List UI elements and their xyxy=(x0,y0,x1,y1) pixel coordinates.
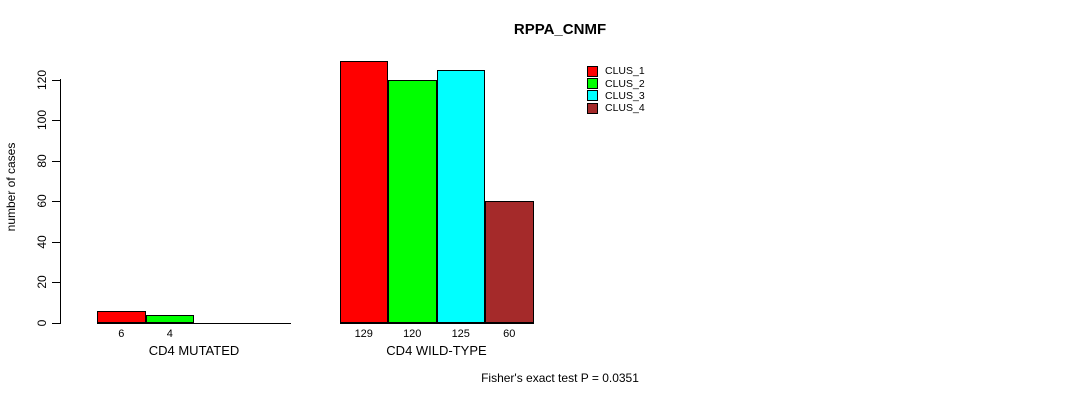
chart-title: RPPA_CNMF xyxy=(513,21,607,38)
bar-value-label: 4 xyxy=(166,328,173,340)
y-tick-label: 120 xyxy=(35,69,49,90)
bar-value-label: 120 xyxy=(403,328,422,340)
group-baseline xyxy=(339,323,534,324)
y-tick-label: 40 xyxy=(35,235,49,249)
caption: Fisher's exact test P = 0.0351 xyxy=(481,371,639,385)
bar-CLUS_4-cd4-wild-type xyxy=(485,201,534,323)
legend-label: CLUS_3 xyxy=(605,89,645,102)
legend-item-clus_1: CLUS_1 xyxy=(587,65,645,77)
y-tick-mark xyxy=(52,201,60,203)
legend-label: CLUS_1 xyxy=(605,65,645,78)
group-label-cd4-wild-type: CD4 WILD-TYPE xyxy=(386,343,487,358)
y-tick-mark xyxy=(52,79,60,81)
legend-swatch-icon xyxy=(587,65,598,77)
bar-CLUS_3-cd4-wild-type xyxy=(436,69,485,323)
legend-item-clus_2: CLUS_2 xyxy=(587,77,645,90)
y-tick-mark xyxy=(52,241,60,243)
y-axis-title: number of cases xyxy=(4,142,18,232)
legend: CLUS_1 CLUS_2 CLUS_3 CLUS_4 xyxy=(587,65,645,115)
bar-CLUS_2-cd4-wild-type xyxy=(388,79,437,323)
y-axis-line xyxy=(60,79,61,324)
bar-CLUS_1-cd4-wild-type xyxy=(339,61,388,323)
y-tick-label: 80 xyxy=(35,154,49,168)
y-tick-mark xyxy=(52,160,60,162)
legend-item-clus_3: CLUS_3 xyxy=(587,90,645,102)
legend-label: CLUS_2 xyxy=(605,77,645,90)
y-tick-label: 60 xyxy=(35,194,49,209)
group-label-cd4-mutated: CD4 MUTATED xyxy=(148,343,240,358)
group-baseline xyxy=(97,323,291,324)
y-tick-label: 100 xyxy=(35,110,49,131)
legend-swatch-icon xyxy=(587,90,598,102)
y-tick-label: 0 xyxy=(35,319,49,327)
bar-value-label: 6 xyxy=(118,328,125,340)
y-tick-mark xyxy=(52,282,60,284)
y-tick-mark xyxy=(52,323,60,324)
legend-swatch-icon xyxy=(587,102,598,114)
y-tick-label: 20 xyxy=(35,275,49,290)
legend-label: CLUS_4 xyxy=(605,102,645,115)
legend-item-clus_4: CLUS_4 xyxy=(587,102,645,114)
legend-swatch-icon xyxy=(587,78,598,90)
bar-CLUS_1-cd4-mutated xyxy=(97,310,146,323)
y-tick-mark xyxy=(52,120,60,122)
bar-value-label: 129 xyxy=(354,328,373,340)
bar-value-label: 60 xyxy=(503,328,516,340)
bar-CLUS_2-cd4-mutated xyxy=(145,314,194,323)
bar-value-label: 125 xyxy=(451,328,470,340)
